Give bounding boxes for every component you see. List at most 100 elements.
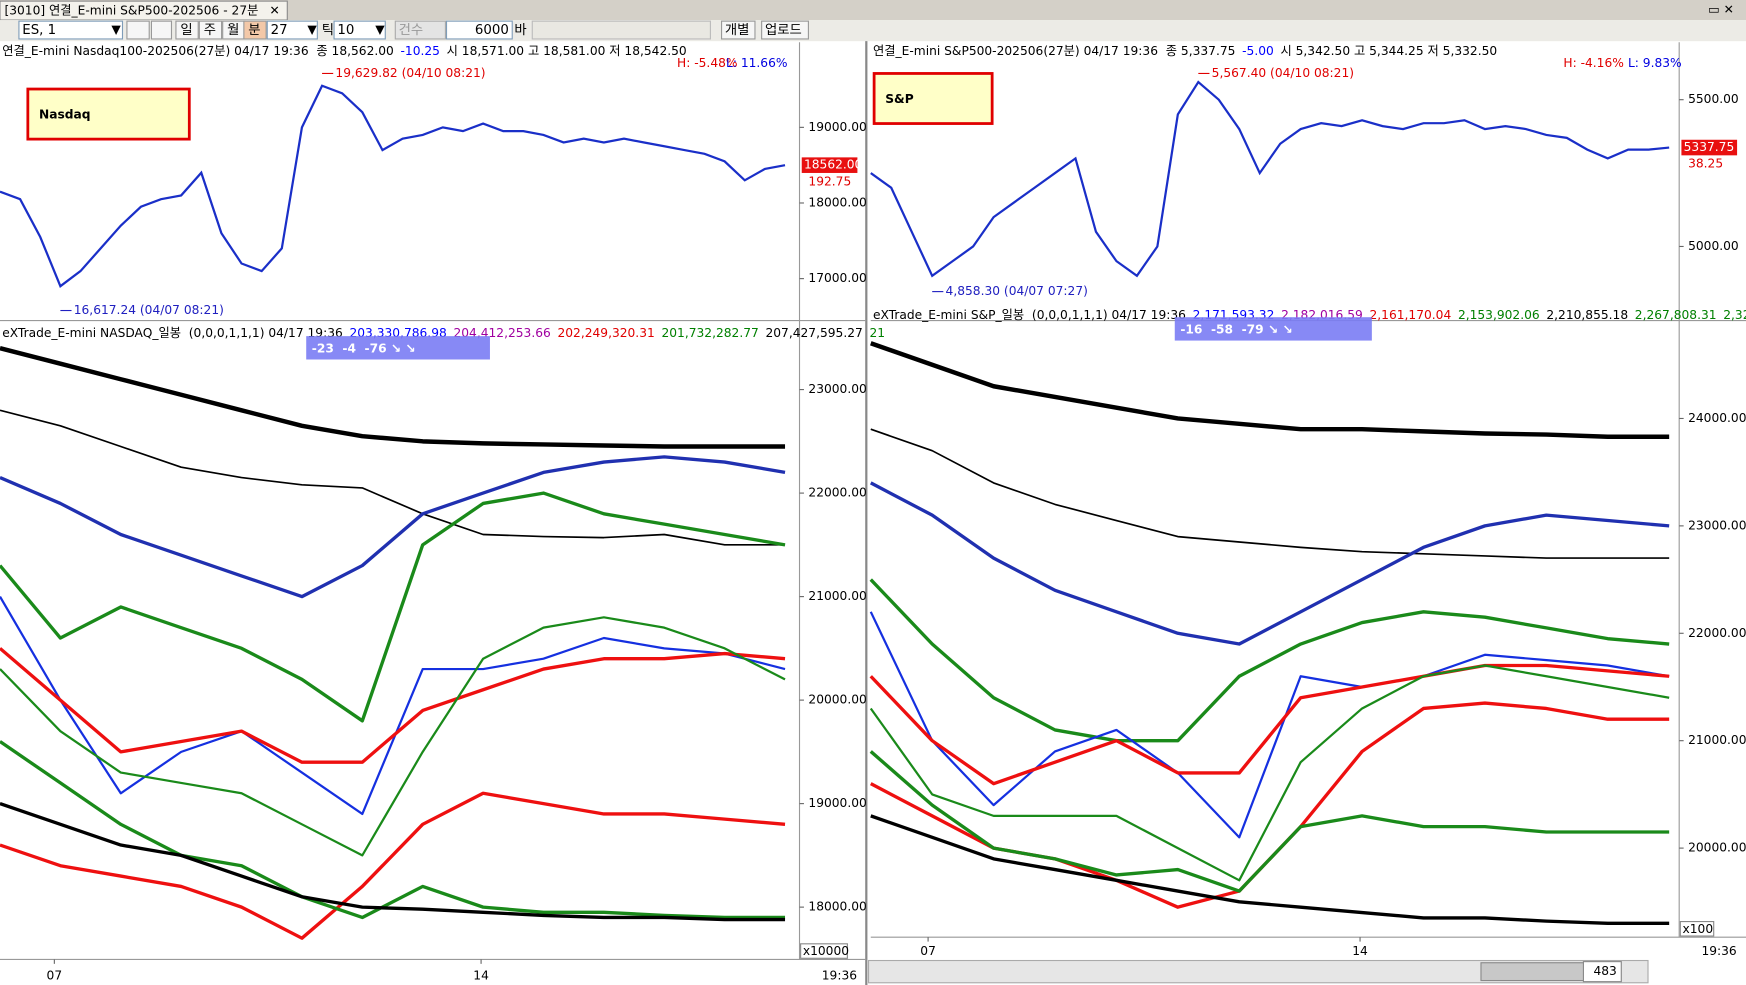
count-box	[1582, 961, 1622, 983]
y-tick-label: 5500.00	[1688, 92, 1739, 106]
indicator-line	[0, 409, 786, 546]
y-tick-label: 20000.00	[1688, 841, 1746, 855]
indicator-line	[869, 578, 1670, 743]
last-price-box	[801, 157, 858, 173]
indicator-value: 2,324,7	[1723, 307, 1746, 321]
indicator-line	[869, 664, 1670, 882]
high-note: 5,567.40 (04/10 08:21)	[1212, 66, 1354, 80]
indicator-header: eXTrade_E-mini NASDAQ_일봉 (0,0,0,1,1,1) 0…	[2, 325, 885, 339]
y-tick-label: 21000.00	[1688, 733, 1746, 747]
indicator-line	[0, 596, 786, 816]
scale-label: x10000	[803, 944, 849, 958]
indicator-line	[0, 455, 786, 599]
signal-badge	[1174, 317, 1372, 341]
indicator-line	[869, 663, 1670, 786]
tick-label: 틱	[322, 22, 334, 38]
search-button[interactable]	[150, 20, 173, 40]
indicator-name: eXTrade_E-mini S&P_일봉 (0,0,0,1,1,1) 04/1…	[873, 307, 1186, 321]
tab-bar	[0, 0, 1746, 21]
indicator-value: 203,330,786.98	[349, 325, 446, 339]
indicator-value: 202,249,320.31	[557, 325, 654, 339]
indicator-value: 2,267,808.31	[1635, 307, 1717, 321]
high-note: 19,629.82 (04/10 08:21)	[335, 66, 485, 80]
indicator-line	[0, 740, 786, 920]
chart-header: 연결_E-mini Nasdaq100-202506(27분) 04/17 19…	[2, 44, 687, 58]
indicator-line	[869, 481, 1670, 646]
low-note: 4,858.30 (04/07 07:27)	[946, 284, 1088, 298]
indicator-value: 2,153,902.06	[1458, 307, 1540, 321]
header-part: 연결_E-mini Nasdaq100-202506(27분) 04/17 19…	[2, 44, 394, 58]
period-button-label: 분	[248, 23, 260, 38]
y-tick-label: 17000.00	[808, 271, 866, 285]
period-button-active[interactable]	[243, 20, 267, 40]
period-button[interactable]	[175, 20, 199, 40]
dropdown[interactable]: ▼	[111, 23, 121, 37]
indicator-line	[0, 647, 786, 764]
indicator-line	[0, 346, 786, 449]
indicator-line	[870, 814, 1670, 925]
indicator-line	[870, 428, 1670, 559]
individual-button[interactable]	[721, 20, 756, 40]
y-tick-label: 19000.00	[808, 120, 866, 134]
period-button-label: 일	[180, 22, 192, 38]
market-label: Nasdaq	[39, 108, 91, 122]
low-percent: L: 11.66%	[726, 56, 787, 70]
low-note: 16,617.24 (04/07 08:21)	[74, 303, 224, 317]
signal-text: -16 -58 -79 ↘ ↘	[1180, 323, 1292, 337]
high-percent: H: -5.48%	[677, 56, 738, 70]
search-button[interactable]	[126, 20, 150, 40]
x-tick-label: 07	[47, 969, 63, 983]
change-value: 192.75	[808, 174, 851, 188]
time-label: 19:36	[1701, 944, 1736, 958]
count-input[interactable]	[445, 20, 513, 40]
y-tick-label: 18000.00	[808, 195, 866, 209]
indicator-value: 2,161,170.04	[1370, 307, 1452, 321]
count-combo[interactable]	[394, 20, 446, 40]
header-part: -10.25	[401, 44, 440, 58]
dropdown[interactable]: ▼	[307, 23, 317, 37]
indicator-value: 201,732,282.77	[661, 325, 758, 339]
indicator-line	[0, 491, 786, 723]
symbol-combo[interactable]	[18, 20, 124, 40]
x-tick-label: 14	[473, 969, 489, 983]
y-tick-label: 22000.00	[1688, 626, 1746, 640]
count-value: 6000	[475, 23, 509, 38]
header-part: 시 5,342.50 고 5,344.25 저 5,332.50	[1280, 44, 1497, 58]
visible-count: 483	[1593, 964, 1616, 978]
y-tick-label: 20000.00	[808, 693, 866, 707]
count-label: 건수	[399, 22, 424, 38]
tool-icons[interactable]	[531, 20, 711, 40]
window-controls[interactable]: ▭ ✕	[1708, 3, 1734, 17]
close-icon[interactable]: ✕	[269, 4, 279, 18]
indicator-line	[0, 616, 786, 857]
y-tick-label: 18000.00	[808, 900, 866, 914]
symbol: ES, 1	[22, 23, 56, 38]
price-line	[0, 84, 786, 288]
bar-label: 바	[514, 22, 526, 38]
individual-label: 개별	[725, 22, 750, 38]
indicator-value: 21	[869, 325, 885, 339]
low-percent: L: 9.83%	[1628, 56, 1682, 70]
tick-value: 10	[337, 23, 354, 38]
market-label-box	[26, 87, 191, 141]
indicator-line	[0, 791, 786, 940]
indicator-value: 2,210,855.18	[1546, 307, 1628, 321]
header-part: -5.00	[1242, 44, 1274, 58]
y-tick-label: 5000.00	[1688, 239, 1739, 253]
y-tick-label: 23000.00	[808, 382, 866, 396]
period-button-label: 주	[204, 23, 216, 38]
dropdown[interactable]: ▼	[375, 23, 385, 37]
upload-button[interactable]	[761, 20, 809, 40]
scrollbar	[867, 959, 1649, 984]
indicator-value: 207,427,595.27	[765, 325, 862, 339]
high-percent: H: -4.16%	[1563, 56, 1624, 70]
signal-text: -23 -4 -76 ↘ ↘	[312, 341, 416, 355]
tick-combo[interactable]	[333, 20, 386, 40]
header-part: 연결_E-mini S&P500-202506(27분) 04/17 19:36…	[873, 44, 1235, 58]
scale-box	[1679, 921, 1715, 937]
period-button[interactable]	[198, 20, 223, 40]
y-tick-label: 22000.00	[808, 486, 866, 500]
window-title: [3010] 연결_E-mini S&P500-202506 - 27분	[4, 4, 258, 18]
period-combo[interactable]	[266, 20, 318, 40]
